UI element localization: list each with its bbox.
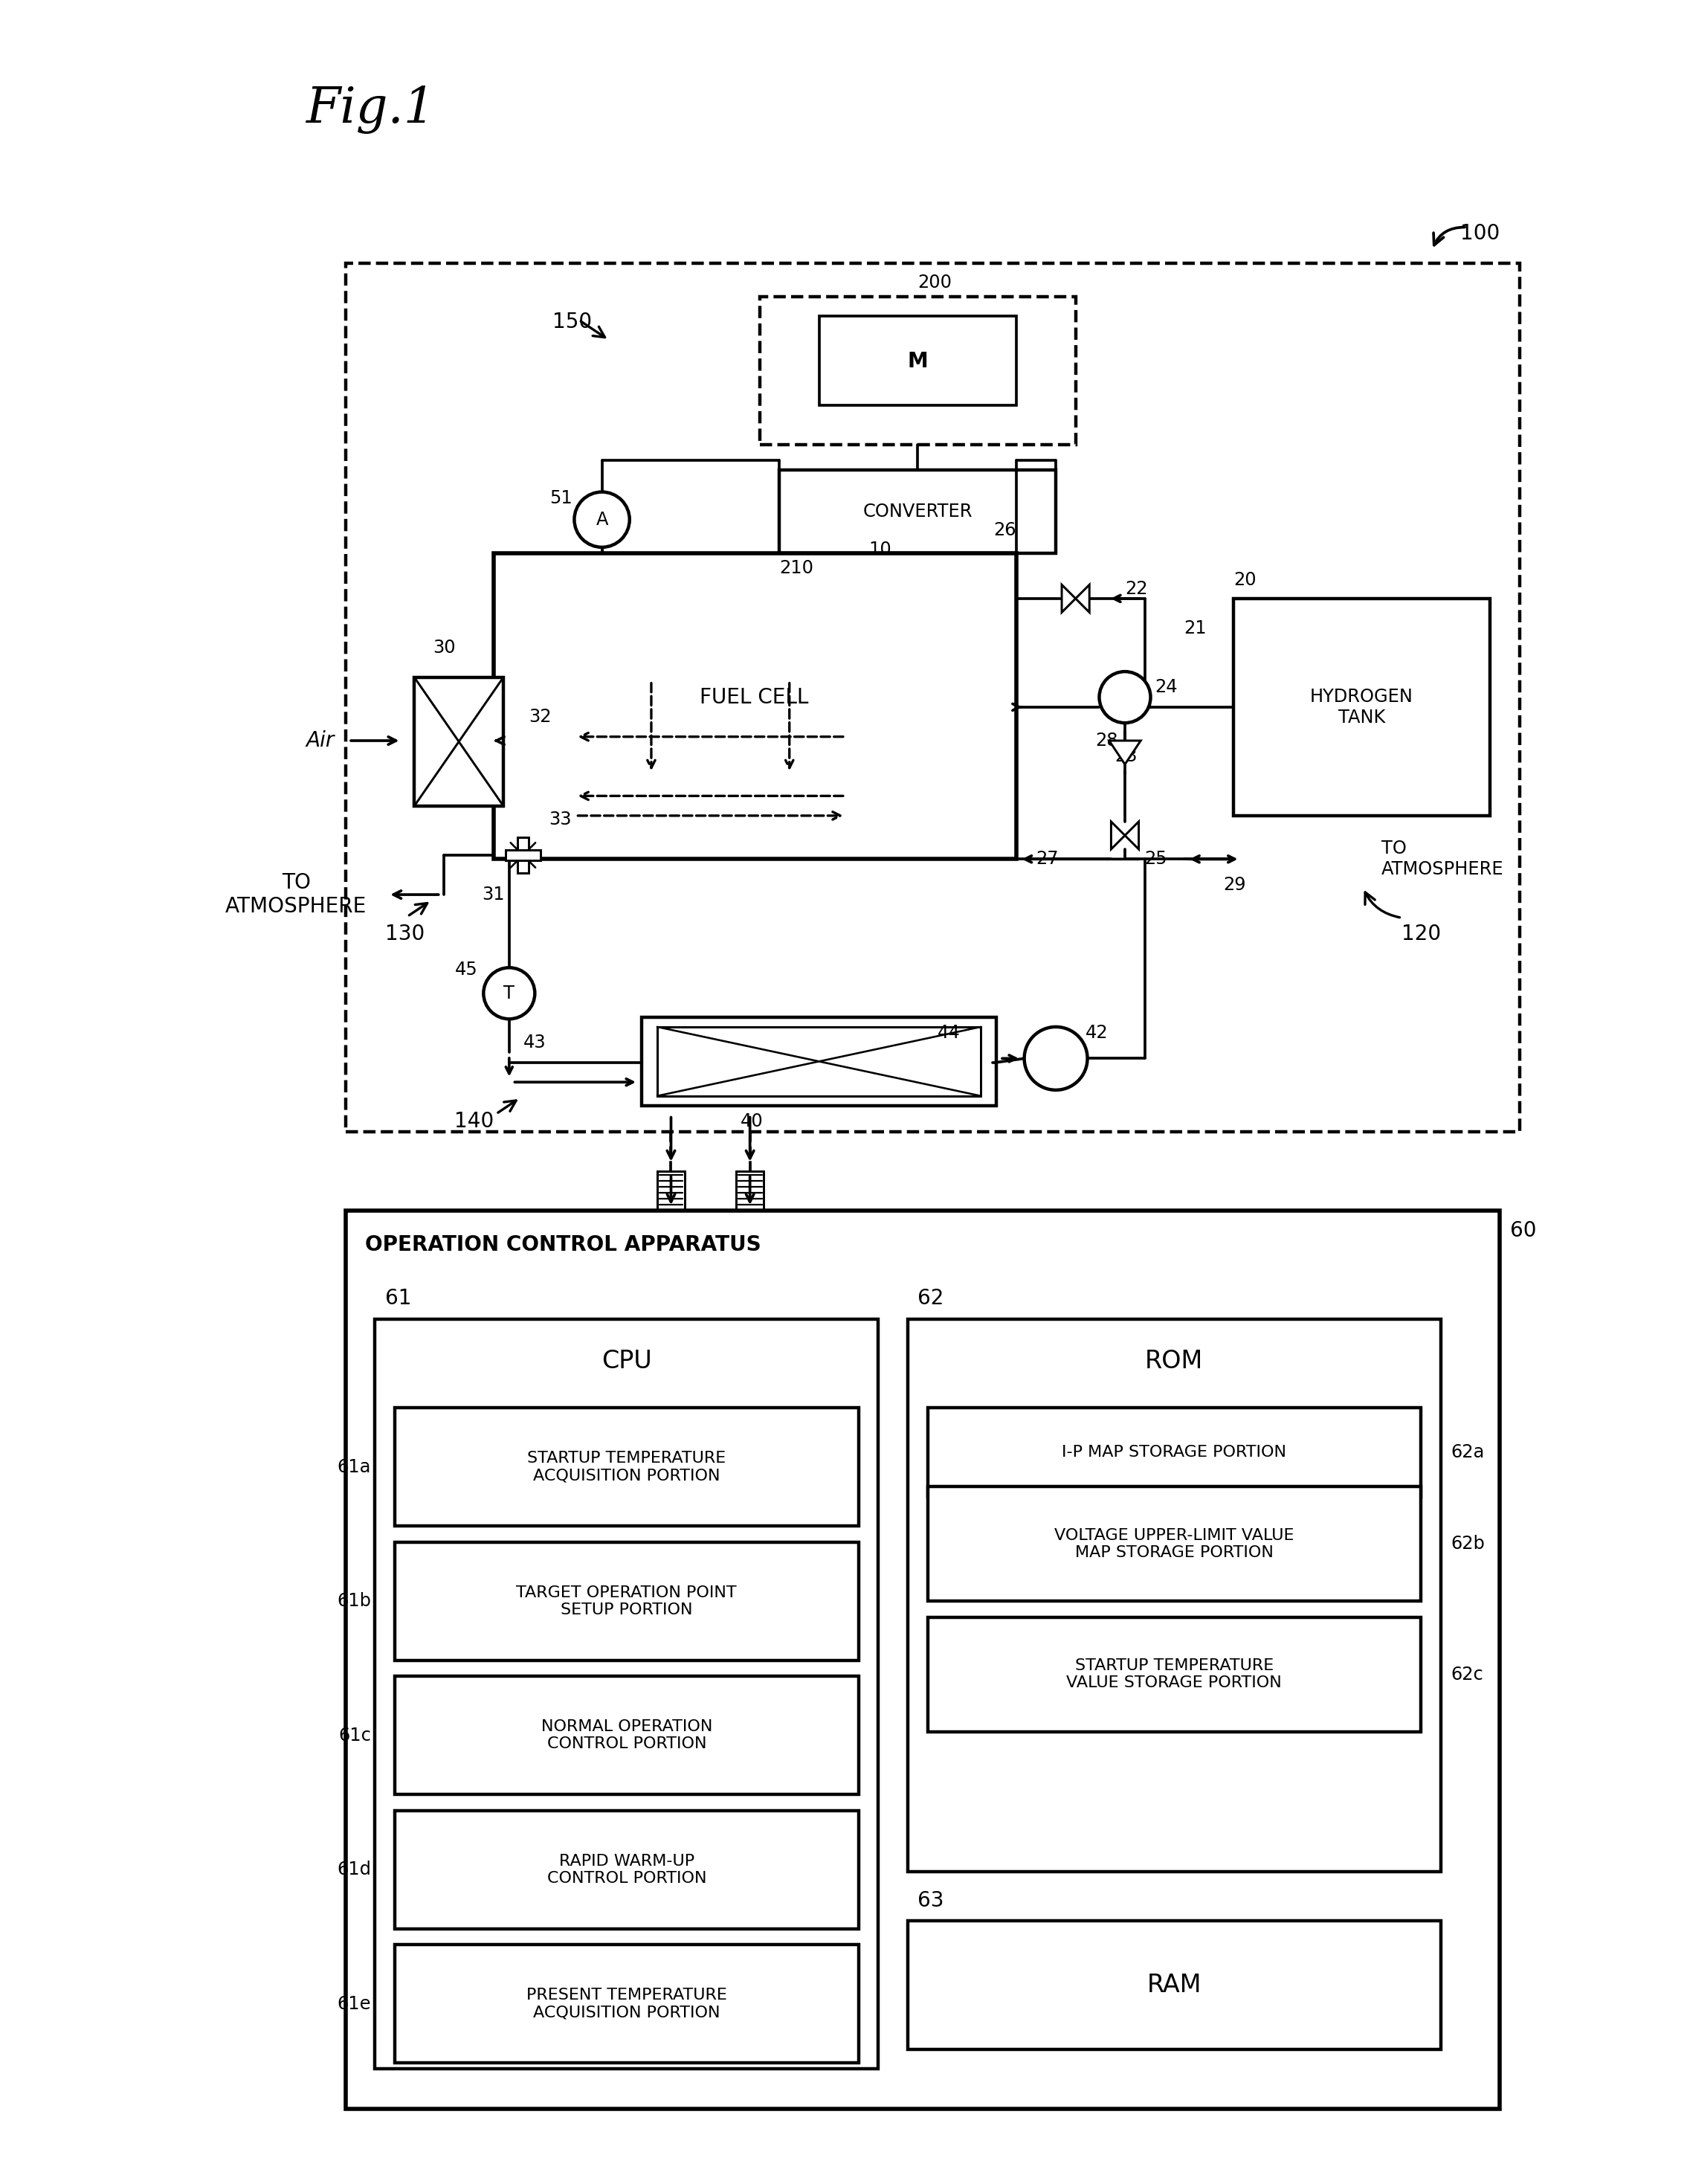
Text: 30: 30 xyxy=(432,640,455,657)
Text: 26: 26 xyxy=(994,522,1016,539)
Text: 60: 60 xyxy=(1510,1221,1535,1241)
Text: T: T xyxy=(503,985,515,1002)
Text: 29: 29 xyxy=(1223,876,1247,893)
Text: 24: 24 xyxy=(1154,679,1178,697)
Text: CONVERTER: CONVERTER xyxy=(862,502,972,520)
Text: 61a: 61a xyxy=(337,1459,371,1476)
Text: 140: 140 xyxy=(454,1112,493,1131)
Text: RAPID WARM-UP
CONTROL PORTION: RAPID WARM-UP CONTROL PORTION xyxy=(547,1854,707,1885)
Text: NORMAL OPERATION
CONTROL PORTION: NORMAL OPERATION CONTROL PORTION xyxy=(542,1719,712,1752)
Polygon shape xyxy=(1125,821,1139,850)
Bar xyxy=(375,1319,877,2068)
Text: STARTUP TEMPERATURE
ACQUISITION PORTION: STARTUP TEMPERATURE ACQUISITION PORTION xyxy=(526,1450,725,1483)
Bar xyxy=(908,1319,1441,1872)
Bar xyxy=(928,1616,1420,1732)
Text: 150: 150 xyxy=(552,312,592,332)
Text: RAM: RAM xyxy=(1147,1972,1201,1998)
Bar xyxy=(1233,598,1490,815)
Text: 40: 40 xyxy=(741,1112,763,1131)
Text: 63: 63 xyxy=(918,1891,945,1911)
Text: 62b: 62b xyxy=(1451,1535,1485,1553)
Bar xyxy=(395,1409,859,1527)
Bar xyxy=(415,677,503,806)
Text: A: A xyxy=(596,511,607,529)
Text: TO
ATMOSPHERE: TO ATMOSPHERE xyxy=(226,871,366,917)
Circle shape xyxy=(1024,1026,1086,1090)
Text: 33: 33 xyxy=(548,810,572,828)
Text: 61c: 61c xyxy=(339,1728,371,1745)
Bar xyxy=(504,850,540,860)
Bar xyxy=(656,1026,980,1096)
Text: 21: 21 xyxy=(1184,620,1206,638)
Text: 62: 62 xyxy=(918,1289,943,1308)
Bar xyxy=(759,297,1075,446)
Bar xyxy=(818,317,1016,404)
Text: STARTUP TEMPERATURE
VALUE STORAGE PORTION: STARTUP TEMPERATURE VALUE STORAGE PORTIO… xyxy=(1066,1658,1282,1690)
Text: Air: Air xyxy=(305,729,334,751)
Text: 22: 22 xyxy=(1125,579,1147,598)
Text: 44: 44 xyxy=(938,1024,960,1042)
Text: PRESENT TEMPERATURE
ACQUISITION PORTION: PRESENT TEMPERATURE ACQUISITION PORTION xyxy=(526,1987,727,2020)
Text: 62a: 62a xyxy=(1451,1444,1485,1461)
Text: 61: 61 xyxy=(385,1289,412,1308)
Text: TARGET OPERATION POINT
SETUP PORTION: TARGET OPERATION POINT SETUP PORTION xyxy=(516,1586,737,1618)
Circle shape xyxy=(484,968,535,1020)
Text: ROM: ROM xyxy=(1145,1348,1203,1374)
Polygon shape xyxy=(1075,585,1090,612)
Text: 210: 210 xyxy=(779,559,813,577)
Bar xyxy=(395,1944,859,2064)
Text: I-P MAP STORAGE PORTION: I-P MAP STORAGE PORTION xyxy=(1061,1446,1285,1459)
Text: HYDROGEN
TANK: HYDROGEN TANK xyxy=(1309,688,1414,727)
Text: 62c: 62c xyxy=(1451,1666,1483,1684)
Circle shape xyxy=(1098,670,1151,723)
Text: 23: 23 xyxy=(1115,747,1137,764)
Polygon shape xyxy=(1061,585,1075,612)
Text: 27: 27 xyxy=(1036,850,1059,867)
Text: TO
ATMOSPHERE: TO ATMOSPHERE xyxy=(1382,841,1503,878)
Bar xyxy=(908,1922,1441,2049)
Text: 20: 20 xyxy=(1233,570,1255,590)
Text: CPU: CPU xyxy=(601,1348,651,1374)
Bar xyxy=(928,1409,1420,1496)
Bar xyxy=(656,1171,685,1210)
Circle shape xyxy=(574,491,629,548)
Bar xyxy=(493,553,1016,858)
Text: FUEL CELL: FUEL CELL xyxy=(700,686,808,708)
Text: 100: 100 xyxy=(1459,223,1500,245)
Text: 45: 45 xyxy=(454,961,477,978)
Text: 43: 43 xyxy=(523,1033,545,1051)
Polygon shape xyxy=(1108,740,1140,764)
Bar xyxy=(518,836,528,874)
Text: 31: 31 xyxy=(482,887,504,904)
Bar xyxy=(395,1677,859,1795)
Text: OPERATION CONTROL APPARATUS: OPERATION CONTROL APPARATUS xyxy=(364,1234,761,1256)
Bar xyxy=(736,1171,764,1210)
Bar xyxy=(928,1487,1420,1601)
Text: 32: 32 xyxy=(528,708,552,725)
Bar xyxy=(346,262,1520,1131)
Text: 130: 130 xyxy=(385,924,425,943)
Bar xyxy=(779,470,1056,553)
Bar xyxy=(641,1018,997,1105)
Text: 10: 10 xyxy=(869,539,891,559)
Text: Fig.1: Fig.1 xyxy=(305,85,435,133)
Text: 200: 200 xyxy=(918,273,951,293)
Text: 42: 42 xyxy=(1085,1024,1108,1042)
Text: 61d: 61d xyxy=(337,1861,371,1878)
Text: 61b: 61b xyxy=(337,1592,371,1610)
Bar xyxy=(346,1210,1500,2108)
Text: 25: 25 xyxy=(1144,850,1167,867)
Text: 61e: 61e xyxy=(337,1994,371,2014)
Text: 120: 120 xyxy=(1400,924,1441,943)
Bar xyxy=(395,1542,859,1660)
Text: 28: 28 xyxy=(1095,732,1118,749)
Text: VOLTAGE UPPER-LIMIT VALUE
MAP STORAGE PORTION: VOLTAGE UPPER-LIMIT VALUE MAP STORAGE PO… xyxy=(1054,1529,1294,1559)
Bar xyxy=(395,1811,859,1928)
Text: 51: 51 xyxy=(550,489,572,507)
Polygon shape xyxy=(1110,821,1125,850)
Text: M: M xyxy=(908,352,928,371)
